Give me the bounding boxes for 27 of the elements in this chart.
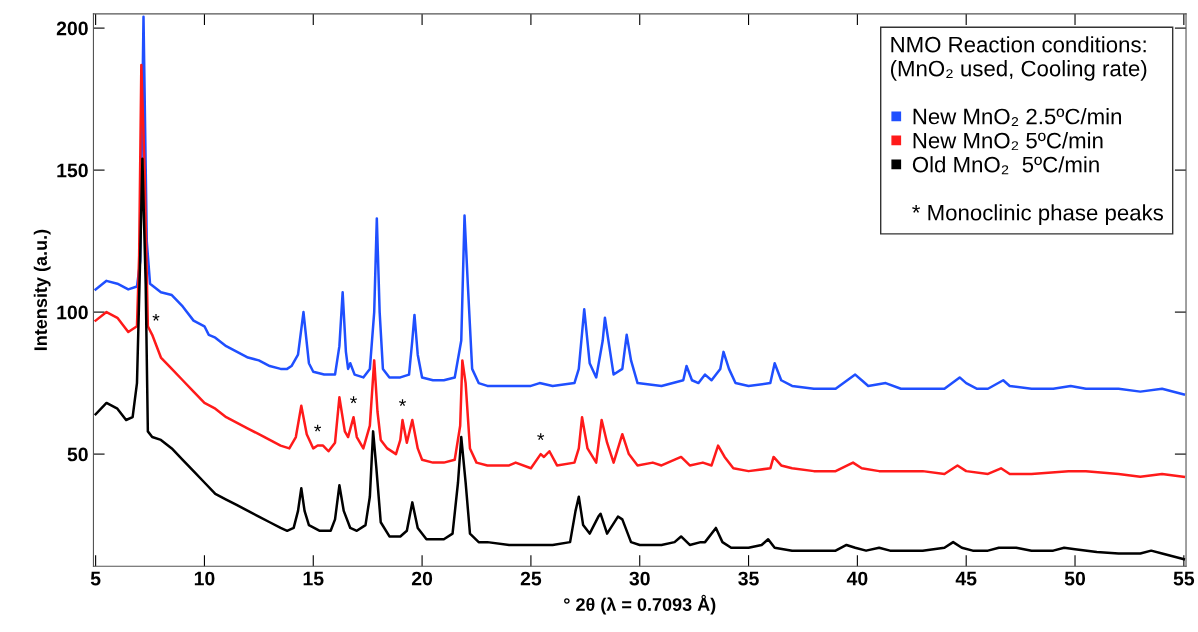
x-tick-label: 15 — [303, 571, 324, 586]
y-axis-title: Intensity (a.u.) — [33, 229, 51, 351]
annotation: * — [399, 399, 406, 406]
x-tick-label: 5 — [90, 571, 101, 586]
x-tick-label: 25 — [520, 571, 542, 586]
x-tick-label: 35 — [738, 571, 759, 586]
legend-title: NMO Reaction conditions: (MnO₂ used, Cooling rate) — [890, 36, 1147, 81]
y-tick-label: 100 — [57, 305, 88, 320]
x-tick-label: 20 — [411, 571, 433, 586]
annotation: * Monoclinic phase peaks — [912, 204, 1164, 225]
x-tick-label: 55 — [1173, 571, 1195, 586]
x-tick-label: 10 — [194, 571, 215, 586]
x-tick-label: 50 — [1064, 571, 1086, 586]
legend-label: New MnO₂ 5ºC/min — [913, 132, 1103, 151]
x-tick-label: 45 — [955, 571, 977, 586]
legend-label: New MnO₂ 2.5ºC/min — [913, 108, 1121, 127]
annotation: * — [537, 433, 545, 441]
annotation: * — [152, 313, 160, 321]
annotation: * — [350, 396, 358, 404]
y-tick-label: 200 — [56, 21, 88, 36]
x-tick-label: 40 — [846, 571, 868, 586]
legend-label: Old MnO₂ 5ºC/min — [912, 156, 1099, 175]
annotation: * — [314, 424, 322, 432]
x-axis-title: ° 2θ (λ = 0.7093 Å) — [564, 594, 716, 615]
y-tick-label: 50 — [67, 447, 88, 462]
x-tick-label: 30 — [629, 571, 650, 586]
y-tick-label: 150 — [57, 163, 88, 178]
